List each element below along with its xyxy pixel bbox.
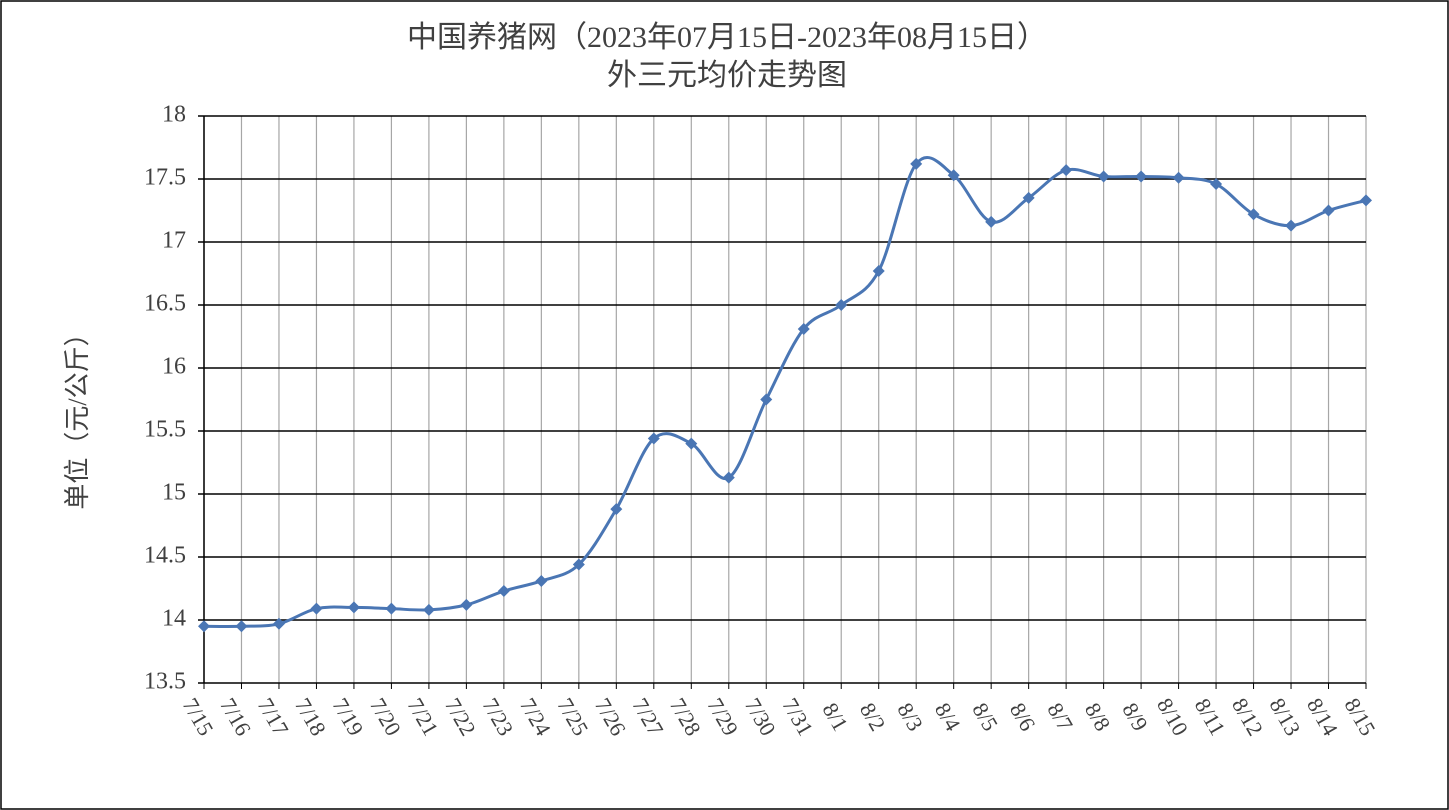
marker (797, 322, 810, 335)
y-tick-label: 17 (162, 228, 186, 254)
marker (235, 620, 248, 633)
marker (685, 437, 698, 450)
y-tick-label: 15.5 (144, 417, 186, 443)
marker (1022, 191, 1035, 204)
marker (497, 585, 510, 598)
marker (1097, 170, 1110, 183)
marker (985, 215, 998, 228)
marker (610, 503, 623, 516)
marker (198, 620, 210, 633)
marker (535, 574, 548, 587)
marker (1360, 194, 1372, 207)
marker (572, 558, 585, 571)
marker (835, 299, 848, 311)
marker (947, 169, 960, 182)
y-tick-label: 16.5 (144, 291, 186, 317)
marker (1247, 208, 1260, 221)
marker (272, 617, 285, 630)
y-tick-label: 18 (162, 102, 186, 128)
marker (722, 471, 735, 484)
y-tick-label: 13.5 (144, 669, 186, 695)
marker (1210, 178, 1223, 191)
marker (1322, 204, 1335, 217)
y-tick-label: 14.5 (144, 543, 186, 569)
y-tick-label: 16 (162, 354, 186, 380)
marker (1285, 219, 1298, 232)
marker (460, 598, 473, 611)
marker (310, 602, 323, 615)
y-tick-label: 15 (162, 480, 186, 506)
marker (347, 601, 360, 614)
marker (385, 602, 398, 615)
marker (1135, 170, 1148, 183)
chart-subtitle: 外三元均价走势图 (607, 59, 847, 92)
marker (422, 603, 435, 616)
series-line (203, 156, 1367, 628)
marker (1172, 171, 1185, 184)
marker (647, 432, 660, 445)
marker (872, 264, 885, 277)
marker (910, 157, 923, 170)
marker (760, 393, 773, 406)
y-tick-label: 17.5 (144, 165, 186, 191)
marker (1060, 164, 1073, 177)
y-tick-label: 14 (162, 606, 186, 632)
chart-title: 中国养猪网（2023年07月15日-2023年08月15日） (407, 21, 1047, 54)
y-axis-label: 单位（元/公斤） (63, 320, 92, 509)
